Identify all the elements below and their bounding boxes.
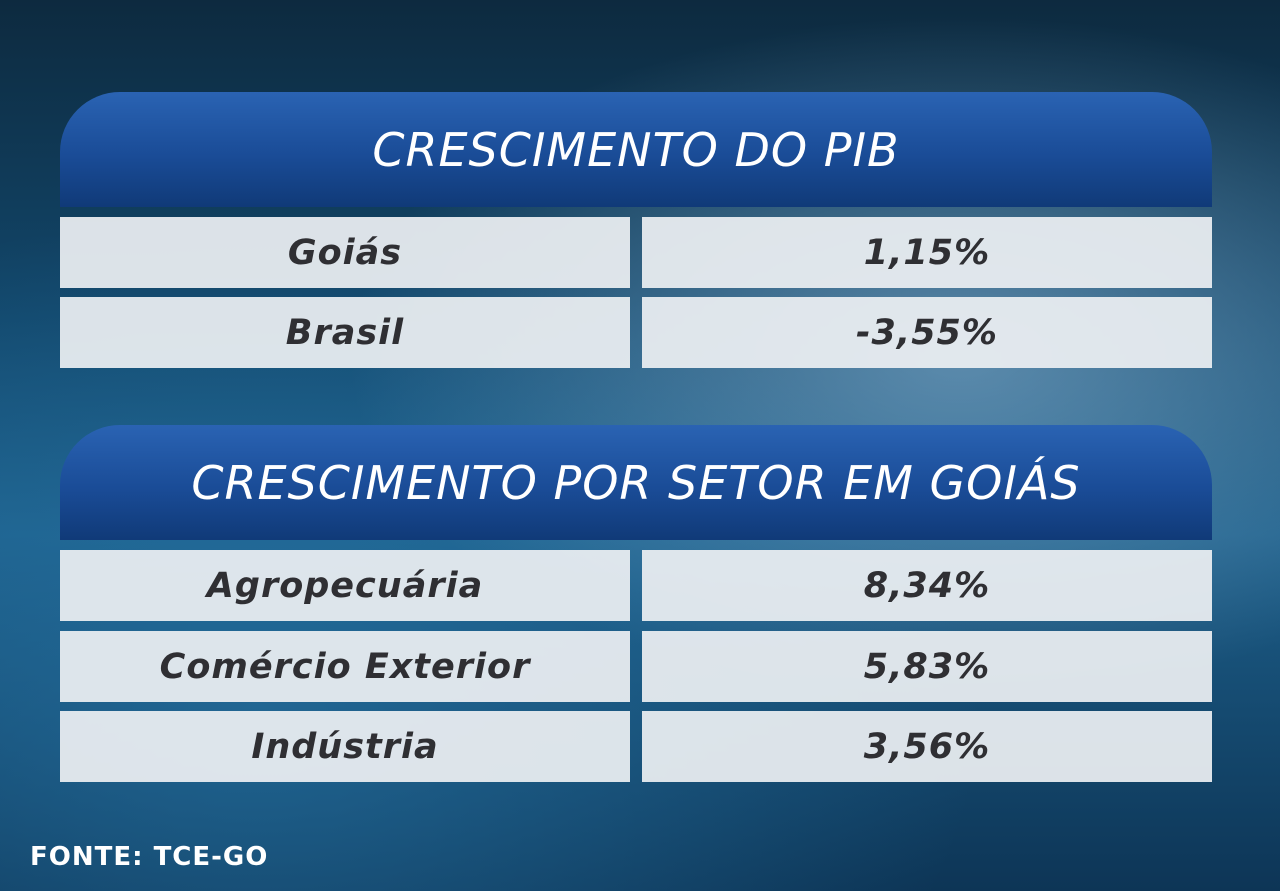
value-cell: 5,83%	[642, 631, 1212, 702]
label-cell: Brasil	[60, 297, 630, 368]
label-cell: Agropecuária	[60, 550, 630, 621]
label-cell: Comércio Exterior	[60, 631, 630, 702]
row: Comércio Exterior 5,83%	[60, 631, 1212, 702]
value-cell: 1,15%	[642, 217, 1212, 288]
row: Agropecuária 8,34%	[60, 550, 1212, 621]
panel-title: CRESCIMENTO POR SETOR EM GOIÁS	[60, 425, 1212, 540]
row: Goiás 1,15%	[60, 217, 1212, 288]
value-cell: 3,56%	[642, 711, 1212, 782]
label-cell: Goiás	[60, 217, 630, 288]
gdp-panel: CRESCIMENTO DO PIB Goiás 1,15% Brasil -3,5…	[60, 92, 1212, 368]
sector-panel: CRESCIMENTO POR SETOR EM GOIÁS Agropecuá…	[60, 425, 1212, 782]
value-cell: 8,34%	[642, 550, 1212, 621]
value-cell: -3,55%	[642, 297, 1212, 368]
row: Indústria 3,56%	[60, 711, 1212, 782]
source-note: FONTE: TCE-GO	[30, 842, 269, 872]
panel-title: CRESCIMENTO DO PIB	[60, 92, 1212, 207]
row: Brasil -3,55%	[60, 297, 1212, 368]
label-cell: Indústria	[60, 711, 630, 782]
